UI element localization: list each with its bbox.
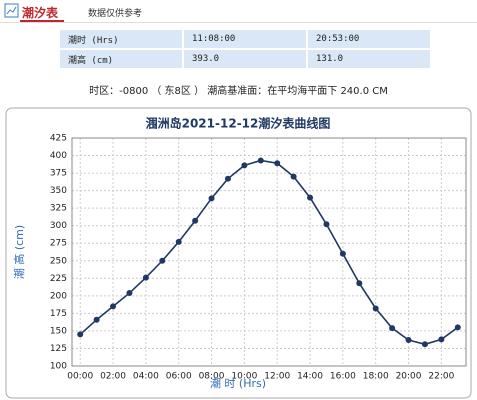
y-tick-label: 325 (50, 204, 67, 214)
x-tick-label: 22:00 (428, 372, 454, 382)
point (159, 257, 166, 264)
y-axis-label: 潮 高 (cm) (12, 225, 26, 279)
y-tick-label: 275 (50, 239, 67, 249)
cell: 11:08:00 (182, 28, 308, 50)
point (175, 238, 182, 245)
point (142, 274, 149, 281)
point (241, 162, 248, 169)
cell: 潮时 (Hrs) (58, 28, 184, 50)
y-tick-label: 200 (50, 291, 67, 301)
chart-frame (5, 107, 472, 399)
point (389, 325, 396, 332)
title: 潮汐表 (22, 6, 59, 20)
x-tick-label: 06:00 (166, 372, 192, 382)
point (126, 290, 133, 297)
plot-area (71, 137, 467, 367)
point (438, 336, 445, 343)
y-tick-label: 125 (50, 344, 67, 354)
chart-title: 涠洲岛2021-12-12潮汐表曲线图 (146, 116, 331, 131)
y-tick-label: 250 (50, 256, 67, 266)
point (307, 194, 314, 201)
y-tick-label: 375 (50, 169, 67, 179)
x-tick-label: 16:00 (330, 372, 356, 382)
point (339, 250, 346, 257)
x-tick-label: 18:00 (363, 372, 389, 382)
x-tick-label: 02:00 (100, 372, 126, 382)
x-tick-label: 08:00 (199, 372, 225, 382)
cell: 131.0 (306, 48, 432, 70)
y-tick-label: 100 (50, 362, 67, 372)
x-tick-label: 10:00 (231, 372, 257, 382)
y-tick-label: 150 (50, 326, 67, 336)
point (323, 221, 330, 228)
y-tick-label: 225 (50, 274, 67, 284)
point (208, 195, 215, 202)
x-tick-label: 04:00 (133, 372, 159, 382)
y-tick-label: 300 (50, 221, 67, 231)
x-axis-label: 潮 时 (Hrs) (210, 376, 266, 390)
note: 时区：-0800 （ 东8区 ） 潮高基准面：在平均海平面下 240.0 CM (89, 86, 388, 97)
point (454, 324, 461, 331)
point (257, 157, 264, 164)
y-tick-label: 175 (50, 309, 67, 319)
y-tick-label: 350 (50, 186, 67, 196)
point (290, 173, 297, 180)
y-tick-label: 400 (50, 151, 67, 161)
tide-table: 潮时 (Hrs) 11:08:00 20:53:00 潮高 (cm) 393.0 131… (58, 28, 432, 70)
point (224, 175, 231, 182)
x-tick-label: 20:00 (396, 372, 422, 382)
point (93, 316, 100, 323)
point (192, 217, 199, 224)
point (372, 305, 379, 312)
row: 潮高 (cm) 393.0 131.0 (58, 48, 432, 70)
cell: 潮高 (cm) (58, 48, 184, 70)
point (110, 303, 117, 310)
row: 潮时 (Hrs) 11:08:00 20:53:00 (58, 28, 432, 50)
y-tick-label: 425 (50, 134, 67, 144)
subtitle: 数据仅供参考 (88, 9, 143, 19)
cell: 20:53:00 (306, 28, 432, 50)
point (77, 331, 84, 338)
x-tick-label: 14:00 (297, 372, 323, 382)
point (421, 341, 428, 348)
header: 潮汐表 数据仅供参考 (0, 0, 477, 23)
icon (4, 3, 19, 18)
underline (20, 20, 64, 22)
point (405, 337, 412, 344)
point (274, 160, 281, 167)
line (79, 159, 459, 346)
point (356, 280, 363, 287)
x-tick-label: 12:00 (264, 372, 290, 382)
cell: 393.0 (182, 48, 308, 70)
x-tick-label: 00:00 (67, 372, 93, 382)
